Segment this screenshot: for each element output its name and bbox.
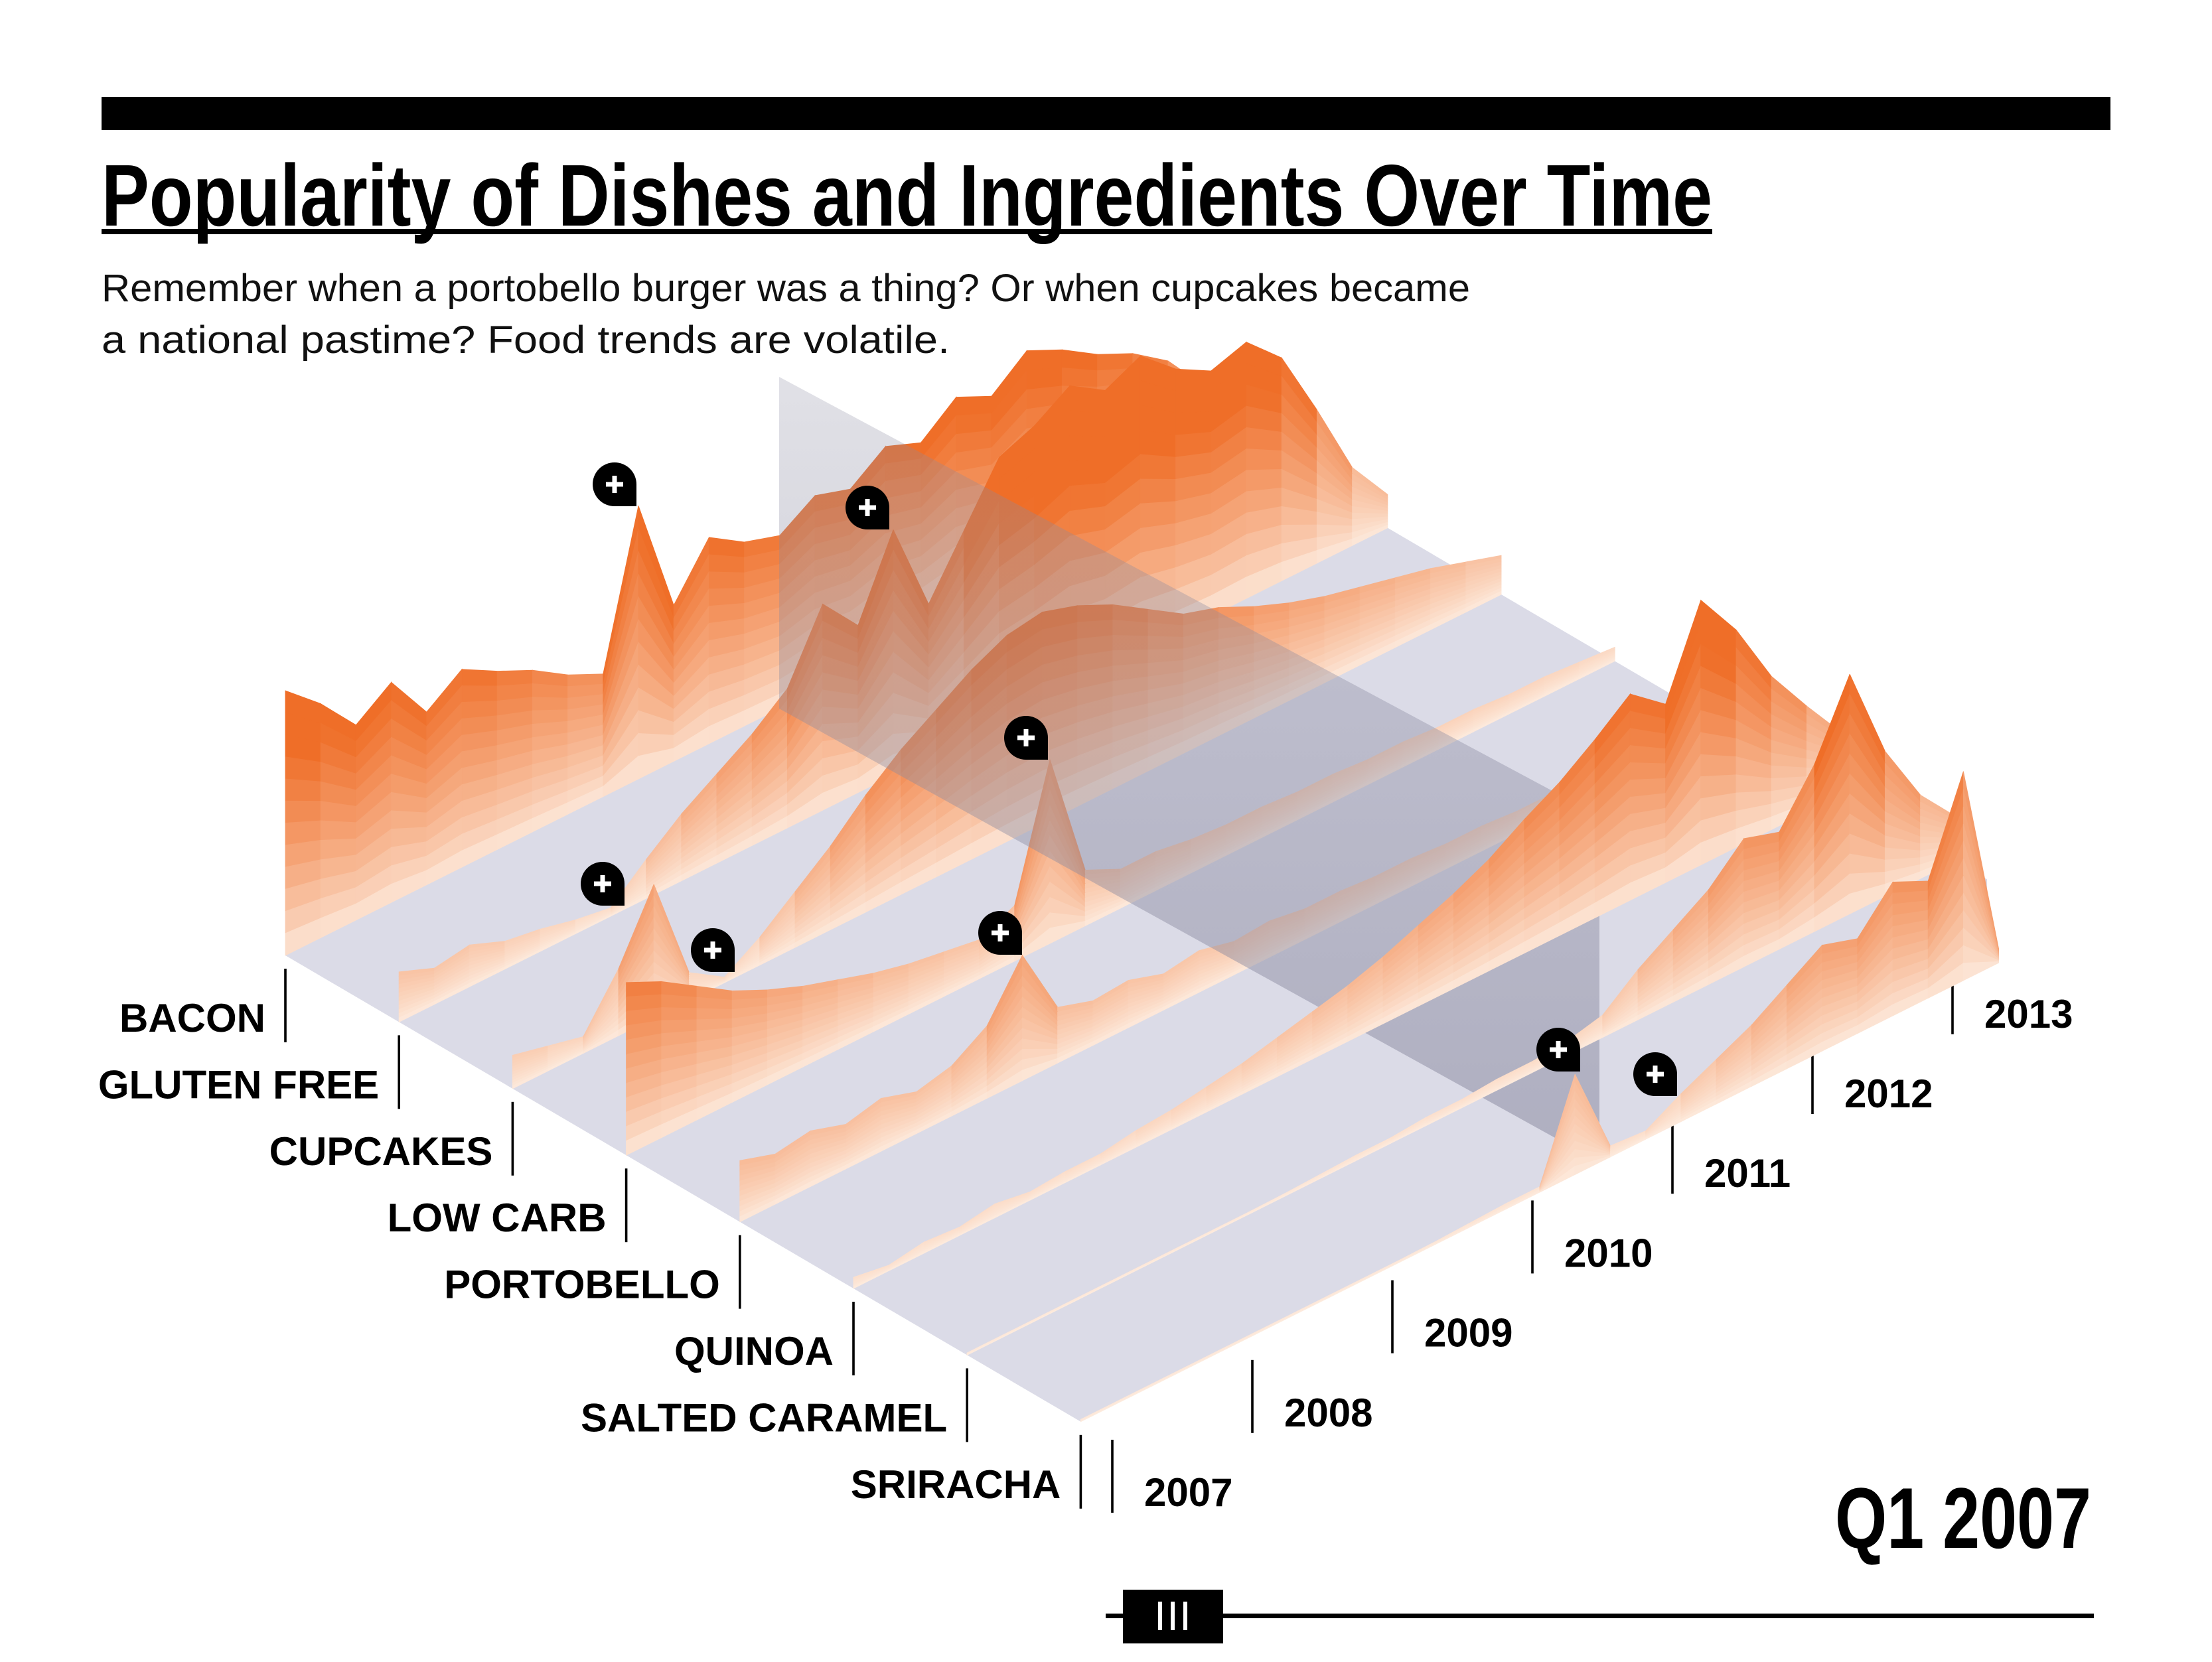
- svg-text:CUPCAKES: CUPCAKES: [269, 1129, 493, 1174]
- svg-text:PORTOBELLO: PORTOBELLO: [444, 1263, 720, 1307]
- svg-text:BACON: BACON: [119, 996, 265, 1040]
- svg-text:2008: 2008: [1284, 1391, 1372, 1435]
- svg-text:2007: 2007: [1144, 1470, 1232, 1515]
- svg-text:2013: 2013: [1984, 992, 2073, 1036]
- svg-text:SALTED CARAMEL: SALTED CARAMEL: [581, 1395, 947, 1440]
- svg-text:Remember when a portobello bur: Remember when a portobello burger was a …: [102, 267, 1470, 310]
- svg-text:2009: 2009: [1424, 1311, 1512, 1355]
- svg-text:SRIRACHA: SRIRACHA: [851, 1462, 1061, 1507]
- svg-text:a national pastime? Food trend: a national pastime? Food trends are vola…: [102, 318, 950, 362]
- svg-text:Popularity of Dishes and Ingre: Popularity of Dishes and Ingredients Ove…: [102, 147, 1712, 244]
- svg-text:LOW CARB: LOW CARB: [388, 1196, 607, 1240]
- svg-text:2011: 2011: [1704, 1151, 1791, 1196]
- svg-text:QUINOA: QUINOA: [674, 1329, 834, 1373]
- svg-text:Q1 2007: Q1 2007: [1835, 1470, 2091, 1566]
- svg-text:GLUTEN FREE: GLUTEN FREE: [98, 1062, 379, 1107]
- svg-text:2010: 2010: [1564, 1231, 1653, 1275]
- svg-text:2012: 2012: [1844, 1072, 1933, 1116]
